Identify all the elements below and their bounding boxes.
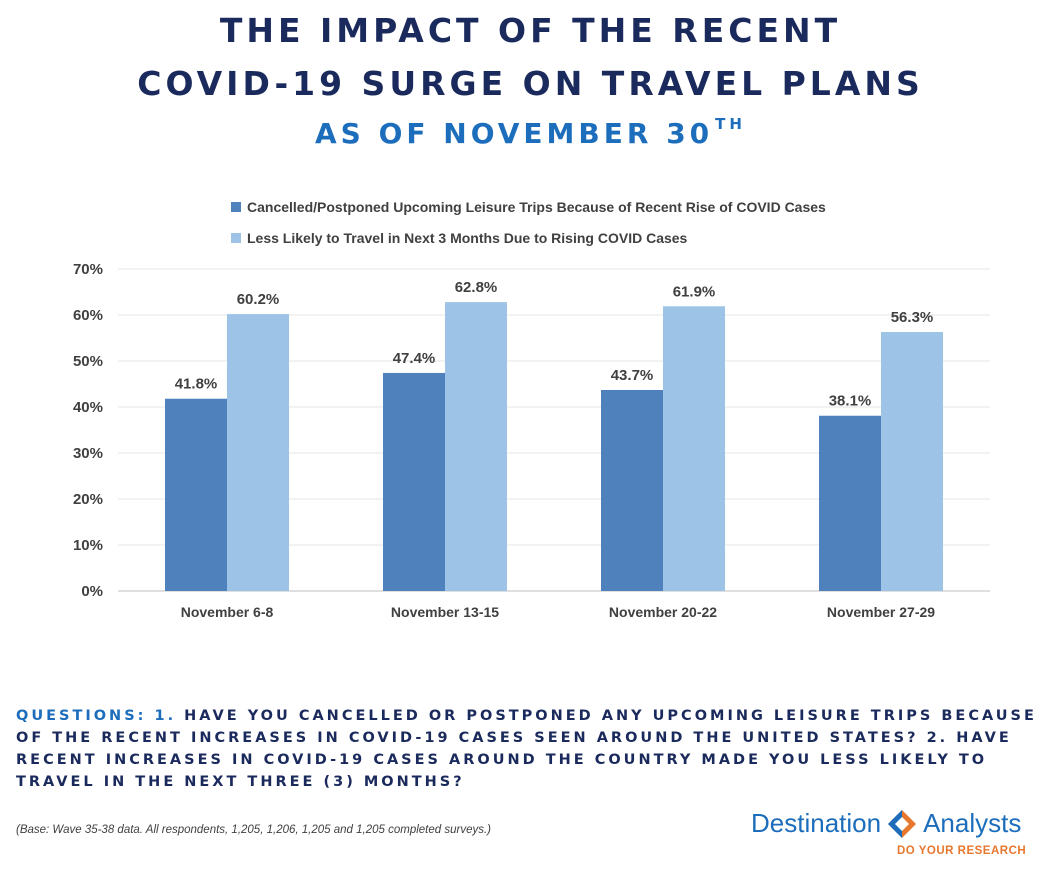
y-tick-label: 20% bbox=[73, 491, 103, 508]
legend-entry-series-2: Less Likely to Travel in Next 3 Months D… bbox=[231, 230, 687, 246]
data-label: 47.4% bbox=[393, 350, 436, 367]
bar-series-1 bbox=[165, 398, 227, 591]
y-tick-label: 30% bbox=[73, 445, 103, 462]
chart-title-line-2: COVID-19 SURGE ON TRAVEL PLANS bbox=[137, 64, 924, 103]
bar-series-2 bbox=[227, 314, 289, 591]
bar-series-1 bbox=[819, 415, 881, 591]
x-tick-label: November 6-8 bbox=[181, 604, 274, 620]
data-label: 61.9% bbox=[673, 283, 716, 300]
destination-analysts-logo: Destination Analysts DO YOUR RESEARCH bbox=[751, 808, 1041, 868]
chart-subtitle: AS OF NOVEMBER 30 TH bbox=[0, 117, 1061, 150]
legend-swatch-series-2 bbox=[231, 233, 241, 243]
y-tick-label: 0% bbox=[81, 583, 103, 600]
legend-label-series-2: Less Likely to Travel in Next 3 Months D… bbox=[247, 230, 688, 246]
logo-tagline: DO YOUR RESEARCH bbox=[897, 845, 1027, 857]
questions-text: HAVE YOU CANCELLED OR POSTPONED ANY UPCO… bbox=[16, 708, 1037, 790]
logo-word-destination: Destination bbox=[751, 808, 882, 838]
bar-series-2 bbox=[663, 306, 725, 591]
questions-label: QUESTIONS: 1. bbox=[16, 708, 177, 724]
y-tick-label: 40% bbox=[73, 399, 103, 416]
x-tick-label: November 20-22 bbox=[609, 604, 717, 620]
chart-title-line-1: THE IMPACT OF THE RECENT bbox=[219, 11, 842, 50]
data-label: 62.8% bbox=[455, 279, 498, 296]
chart-subtitle-sup: TH bbox=[715, 115, 746, 133]
chart-subtitle-text: AS OF NOVEMBER 30 bbox=[315, 117, 714, 150]
bar-series-1 bbox=[383, 372, 445, 591]
logo-word-analysts: Analysts bbox=[923, 808, 1022, 838]
bar-series-2 bbox=[445, 302, 507, 591]
survey-questions: QUESTIONS: 1. HAVE YOU CANCELLED OR POST… bbox=[16, 705, 1046, 793]
y-tick-label: 70% bbox=[73, 261, 103, 278]
legend-label-series-1: Cancelled/Postponed Upcoming Leisure Tri… bbox=[247, 199, 826, 215]
bar-chart: 0% 10% 20% 30% 40% 50% 60% 70% 41.8% 60.2% Novembe… bbox=[73, 261, 990, 620]
y-tick-label: 10% bbox=[73, 537, 103, 554]
data-label: 56.3% bbox=[891, 309, 934, 326]
logo-diamond-icon bbox=[887, 809, 917, 839]
y-tick-label: 50% bbox=[73, 353, 103, 370]
data-label: 41.8% bbox=[175, 376, 218, 393]
data-label: 38.1% bbox=[829, 393, 872, 410]
x-tick-label: November 13-15 bbox=[391, 604, 499, 620]
bar-series-2 bbox=[881, 332, 943, 591]
y-tick-label: 60% bbox=[73, 307, 103, 324]
x-tick-label: November 27-29 bbox=[827, 604, 935, 620]
data-label: 60.2% bbox=[237, 291, 280, 308]
bar-series-1 bbox=[601, 389, 663, 591]
legend-entry-series-1: Cancelled/Postponed Upcoming Leisure Tri… bbox=[231, 199, 826, 215]
data-label: 43.7% bbox=[611, 367, 654, 384]
base-note: (Base: Wave 35-38 data. All respondents,… bbox=[16, 824, 491, 836]
legend-swatch-series-1 bbox=[231, 202, 241, 212]
